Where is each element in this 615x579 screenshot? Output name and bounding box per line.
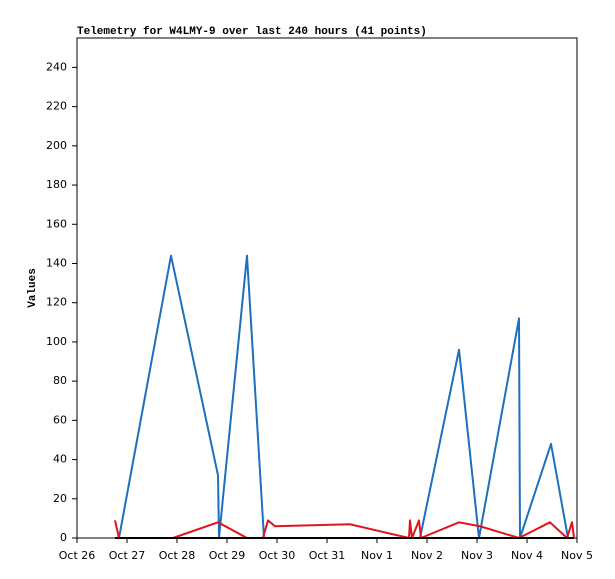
y-tick-label: 200 bbox=[46, 139, 67, 152]
x-tick-label: Oct 28 bbox=[159, 549, 196, 562]
y-tick-label: 240 bbox=[46, 60, 67, 73]
x-tick-label: Nov 4 bbox=[511, 549, 543, 562]
y-tick-label: 40 bbox=[53, 453, 67, 466]
x-tick-label: Oct 27 bbox=[109, 549, 146, 562]
x-tick-label: Oct 29 bbox=[209, 549, 246, 562]
y-axis-label: Values bbox=[27, 268, 39, 308]
chart-title: Telemetry for W4LMY-9 over last 240 hour… bbox=[77, 26, 427, 38]
x-tick-label: Nov 3 bbox=[461, 549, 493, 562]
x-tick-label: Nov 1 bbox=[361, 549, 393, 562]
x-tick-label: Oct 26 bbox=[59, 549, 96, 562]
x-tick-label: Oct 31 bbox=[309, 549, 346, 562]
x-tick-label: Nov 2 bbox=[411, 549, 443, 562]
y-tick-label: 160 bbox=[46, 217, 67, 230]
x-tick-label: Nov 5 bbox=[561, 549, 593, 562]
y-tick-label: 20 bbox=[53, 492, 67, 505]
y-tick-label: 120 bbox=[46, 296, 67, 309]
y-tick-label: 60 bbox=[53, 413, 67, 426]
y-tick-label: 80 bbox=[53, 374, 67, 387]
series-line bbox=[114, 519, 575, 539]
y-tick-label: 140 bbox=[46, 256, 67, 269]
y-tick-label: 180 bbox=[46, 178, 67, 191]
y-tick-label: 100 bbox=[46, 335, 67, 348]
y-tick-label: 0 bbox=[60, 531, 67, 544]
x-tick-label: Oct 30 bbox=[259, 549, 296, 562]
y-tick-label: 220 bbox=[46, 100, 67, 113]
